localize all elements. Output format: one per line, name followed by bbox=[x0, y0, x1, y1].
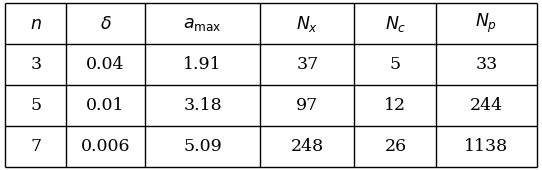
Text: $N_c$: $N_c$ bbox=[385, 14, 406, 34]
Text: 37: 37 bbox=[296, 56, 319, 73]
Text: 0.006: 0.006 bbox=[81, 138, 130, 155]
Text: 248: 248 bbox=[291, 138, 324, 155]
Text: 7: 7 bbox=[30, 138, 41, 155]
Text: 3.18: 3.18 bbox=[183, 97, 222, 114]
Text: $a_{\rm max}$: $a_{\rm max}$ bbox=[183, 15, 222, 33]
Text: 5: 5 bbox=[30, 97, 41, 114]
Text: 1138: 1138 bbox=[464, 138, 508, 155]
Text: $\delta$: $\delta$ bbox=[100, 15, 112, 33]
Text: 0.04: 0.04 bbox=[86, 56, 125, 73]
Text: 12: 12 bbox=[384, 97, 406, 114]
Text: 33: 33 bbox=[475, 56, 498, 73]
Text: 1.91: 1.91 bbox=[183, 56, 222, 73]
Text: 3: 3 bbox=[30, 56, 41, 73]
Text: $N_p$: $N_p$ bbox=[475, 12, 498, 35]
Text: 97: 97 bbox=[296, 97, 319, 114]
Text: 26: 26 bbox=[384, 138, 406, 155]
Text: 0.01: 0.01 bbox=[86, 97, 125, 114]
Text: 5.09: 5.09 bbox=[183, 138, 222, 155]
Text: 244: 244 bbox=[470, 97, 503, 114]
Text: $n$: $n$ bbox=[30, 15, 42, 33]
Text: 5: 5 bbox=[390, 56, 401, 73]
Text: $N_x$: $N_x$ bbox=[296, 14, 319, 34]
